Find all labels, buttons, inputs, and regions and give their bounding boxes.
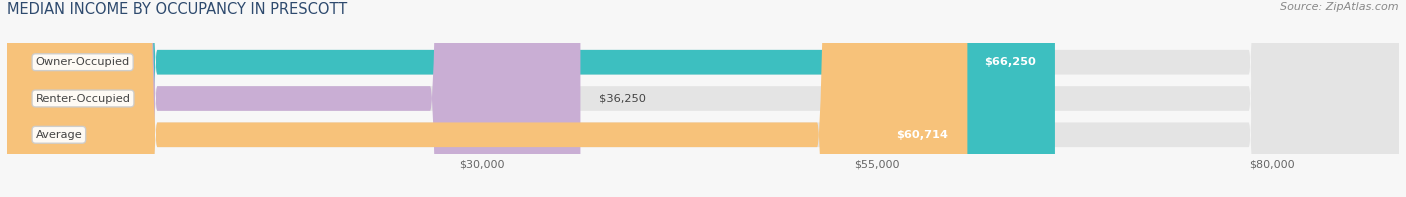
Text: Average: Average	[35, 130, 83, 140]
Text: Owner-Occupied: Owner-Occupied	[35, 57, 129, 67]
Text: $66,250: $66,250	[984, 57, 1036, 67]
Text: MEDIAN INCOME BY OCCUPANCY IN PRESCOTT: MEDIAN INCOME BY OCCUPANCY IN PRESCOTT	[7, 2, 347, 17]
FancyBboxPatch shape	[7, 0, 581, 197]
Text: $36,250: $36,250	[599, 94, 647, 103]
Text: Renter-Occupied: Renter-Occupied	[35, 94, 131, 103]
Text: Source: ZipAtlas.com: Source: ZipAtlas.com	[1281, 2, 1399, 12]
FancyBboxPatch shape	[7, 0, 1054, 197]
Text: $60,714: $60,714	[897, 130, 949, 140]
FancyBboxPatch shape	[7, 0, 967, 197]
FancyBboxPatch shape	[7, 0, 1399, 197]
FancyBboxPatch shape	[7, 0, 1399, 197]
FancyBboxPatch shape	[7, 0, 1399, 197]
